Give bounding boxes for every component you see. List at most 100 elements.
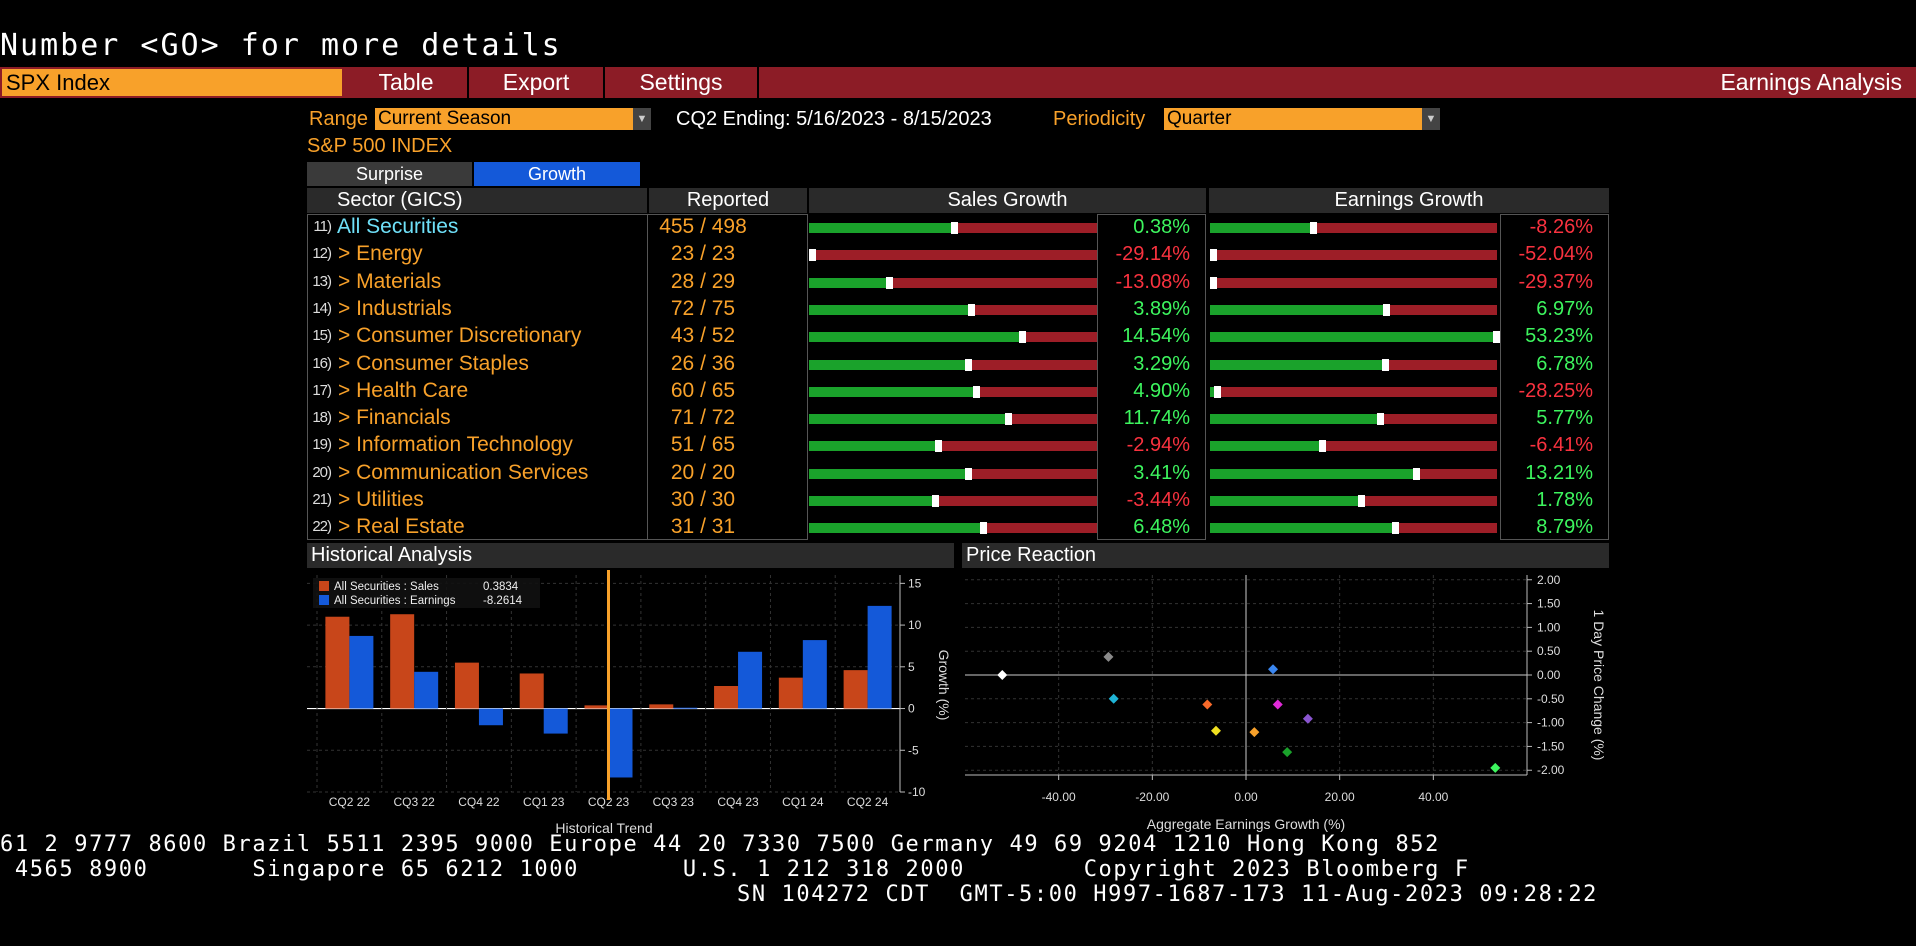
y-tick-label: 0 — [908, 702, 915, 716]
earnings-bar-marker — [1382, 358, 1389, 371]
row-number[interactable]: 22) — [312, 518, 332, 536]
y-tick-label: -2.00 — [1537, 763, 1565, 777]
bar — [714, 686, 739, 709]
sector-name[interactable]: All Securities — [337, 215, 459, 238]
range-value: Current Season — [378, 108, 512, 129]
earnings-bar-marker — [1319, 440, 1326, 453]
command-line[interactable]: Number <GO> for more details — [0, 28, 562, 63]
bar — [608, 708, 633, 778]
row-number[interactable]: 16) — [312, 354, 332, 372]
x-tick-label: CQ3 22 — [393, 795, 435, 809]
reported-header[interactable]: Reported — [649, 188, 807, 213]
table-row[interactable]: 19) > Information Technology 51 / 65 -2.94%… — [307, 432, 1609, 459]
row-number[interactable]: 11) — [313, 218, 332, 235]
sector-name[interactable]: > Real Estate — [338, 515, 465, 539]
table-row[interactable]: 15) > Consumer Discretionary 43 / 52 14.54%… — [307, 323, 1609, 350]
y-tick-label: 1.50 — [1537, 597, 1561, 611]
row-number[interactable]: 12) — [312, 245, 332, 263]
earnings-bar-fill — [1210, 523, 1396, 534]
sales-bar — [809, 495, 1097, 507]
reported-count: 28 / 29 — [647, 270, 759, 294]
scatter-point — [1108, 693, 1119, 704]
chevron-down-icon[interactable]: ▼ — [633, 108, 651, 130]
x-tick-label: CQ4 22 — [458, 795, 500, 809]
sector-name[interactable]: > Consumer Staples — [338, 351, 529, 375]
row-number[interactable]: 15) — [312, 327, 332, 345]
table-row[interactable]: 16) > Consumer Staples 26 / 36 3.29% 6.78% — [307, 351, 1609, 378]
y-tick-label: 2.00 — [1537, 573, 1561, 587]
row-number[interactable]: 21) — [312, 491, 332, 508]
x-tick-label: 0.00 — [1234, 790, 1258, 804]
y-axis-label: 1 Day Price Change (%) — [1591, 610, 1607, 761]
range-dropdown[interactable]: Current Season ▼ — [375, 108, 651, 130]
legend-swatch — [319, 595, 329, 605]
reported-count: 20 / 20 — [647, 461, 759, 485]
sector-name[interactable]: > Health Care — [338, 378, 469, 402]
tab-surprise[interactable]: Surprise — [307, 162, 472, 186]
periodicity-dropdown[interactable]: Quarter ▼ — [1164, 108, 1440, 130]
reported-value: 51 — [670, 433, 695, 457]
table-row[interactable]: 17) > Health Care 60 / 65 4.90% -28.25% — [307, 378, 1609, 405]
earnings-growth-header[interactable]: Earnings Growth — [1209, 188, 1609, 213]
sector-name[interactable]: > Information Technology — [338, 433, 573, 457]
sales-growth-value: -29.14% — [1115, 243, 1191, 266]
footer-session-line: SN 104272 CDT GMT-5:00 H997-1687-173 11-… — [737, 882, 1599, 907]
table-row[interactable]: 12) > Energy 23 / 23 -29.14% -52.04% — [307, 241, 1609, 268]
table-row[interactable]: 21) > Utilities 30 / 30 -3.44% 1.78% — [307, 487, 1609, 514]
sales-bar-marker — [932, 495, 939, 507]
row-number[interactable]: 14) — [312, 299, 332, 317]
row-number[interactable]: 19) — [312, 436, 332, 454]
price-reaction-chart[interactable]: 2.00 1.50 1.00 0.50 0.00 -0.50 -1.00 -1.50 -2.00… — [962, 570, 1612, 840]
table-row[interactable]: 11) All Securities 455 / 498 0.38% -8.26% — [307, 214, 1609, 241]
security-field[interactable]: SPX Index — [2, 69, 342, 96]
sales-growth-value: 3.29% — [1133, 352, 1190, 375]
sector-name[interactable]: > Financials — [338, 406, 451, 430]
table-row[interactable]: 20) > Communication Services 20 / 20 3.41% 1… — [307, 460, 1609, 487]
reported-count: 23 / 23 — [647, 242, 759, 266]
export-button[interactable]: Export — [469, 67, 605, 98]
historical-chart[interactable]: 15 10 5 0 -5 -10 CQ2 22 CQ3 22 CQ4 22 CQ1 23 CQ2 2… — [307, 570, 957, 840]
sector-name[interactable]: > Industrials — [338, 296, 452, 320]
sector-name[interactable]: > Utilities — [338, 488, 424, 511]
total-value: 75 — [711, 296, 736, 320]
total-value: 31 — [711, 515, 736, 539]
table-row[interactable]: 13) > Materials 28 / 29 -13.08% -29.37% — [307, 269, 1609, 296]
earnings-growth-value: 8.79% — [1536, 516, 1593, 539]
row-number[interactable]: 18) — [312, 409, 332, 427]
reported-count: 72 / 75 — [647, 297, 759, 321]
legend-value: -8.2614 — [483, 595, 523, 607]
settings-button[interactable]: Settings — [605, 67, 759, 98]
sales-bar-marker — [965, 358, 972, 371]
y-tick-label: 10 — [908, 618, 922, 632]
sector-name[interactable]: > Consumer Discretionary — [338, 324, 582, 348]
chevron-down-icon[interactable]: ▼ — [1422, 108, 1440, 130]
sector-name[interactable]: > Materials — [338, 269, 442, 293]
bar — [414, 671, 439, 709]
table-row[interactable]: 18) > Financials 71 / 72 11.74% 5.77% — [307, 405, 1609, 432]
sales-growth-header[interactable]: Sales Growth — [809, 188, 1206, 213]
row-number[interactable]: 13) — [312, 272, 332, 290]
sales-bar-fill — [809, 441, 939, 452]
table-button[interactable]: Table — [345, 67, 469, 98]
sales-bar-marker — [809, 249, 816, 262]
scatter-point — [997, 670, 1008, 680]
table-row[interactable]: 14) > Industrials 72 / 75 3.89% 6.97% — [307, 296, 1609, 323]
bar — [802, 640, 827, 709]
sector-header[interactable]: Sector (GICS) — [307, 188, 647, 213]
row-number[interactable]: 17) — [312, 381, 332, 399]
earnings-bar-fill — [1210, 332, 1497, 343]
tab-growth[interactable]: Growth — [474, 162, 640, 186]
sales-growth-value: 0.38% — [1133, 216, 1190, 238]
periodicity-value: Quarter — [1167, 108, 1232, 129]
earnings-growth-value: 13.21% — [1525, 461, 1593, 484]
price-panel-title: Price Reaction — [962, 543, 1609, 568]
earnings-bar-marker — [1358, 495, 1365, 507]
sector-name[interactable]: > Communication Services — [338, 460, 589, 484]
table-row[interactable]: 22) > Real Estate 31 / 31 6.48% 8.79% — [307, 514, 1609, 541]
scatter-point — [1302, 713, 1313, 724]
scatter-point — [1103, 651, 1114, 662]
earnings-growth-value: -28.25% — [1518, 379, 1594, 402]
row-number[interactable]: 20) — [312, 463, 332, 481]
sector-name[interactable]: > Energy — [338, 242, 423, 266]
reported-value: 71 — [670, 406, 695, 430]
